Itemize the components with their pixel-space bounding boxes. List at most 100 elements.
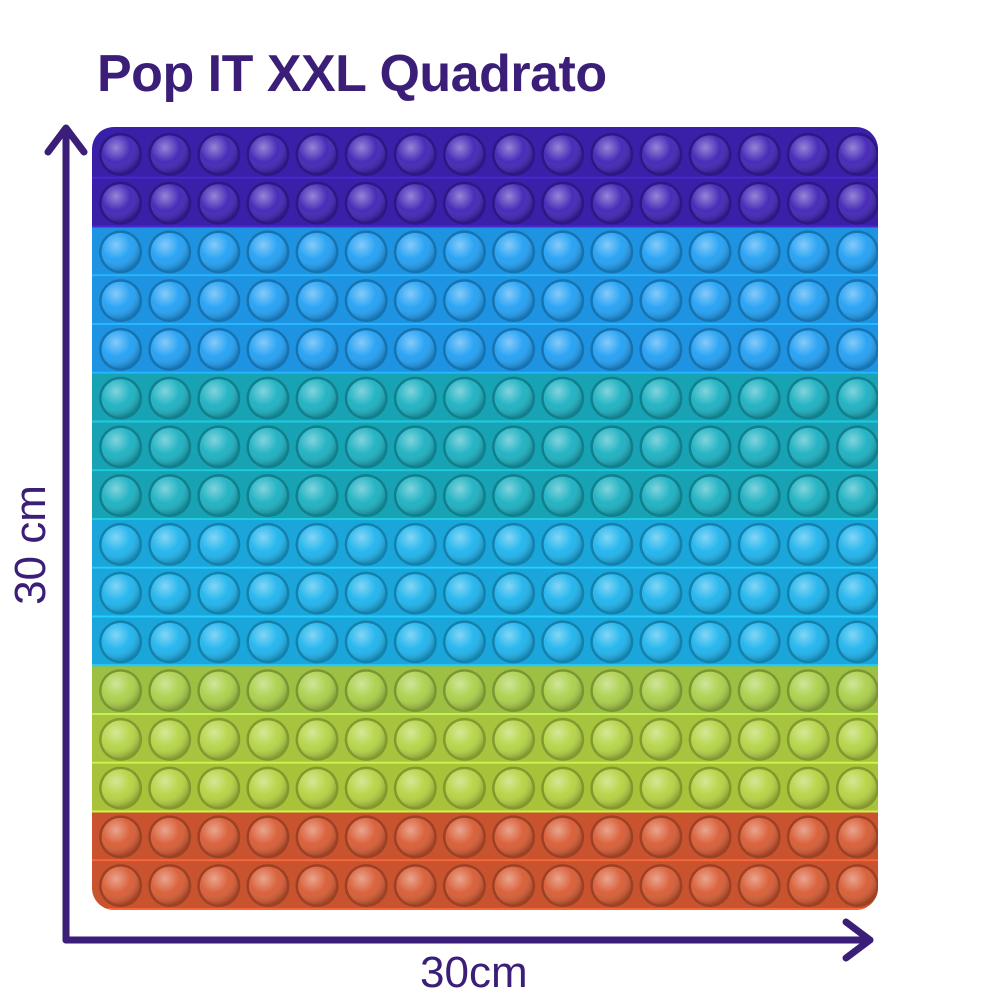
bubble-highlight [740,817,779,856]
bubble-highlight [740,866,779,905]
bubble-highlight [543,720,582,759]
bubble-highlight [248,622,287,661]
bubble-highlight [396,232,435,271]
bubble-highlight [740,769,779,808]
bubble-highlight [592,525,631,564]
bubble-highlight [150,232,189,271]
bubble-highlight [691,817,730,856]
bubble-highlight [150,525,189,564]
bubble-highlight [789,330,828,369]
bubble-highlight [543,281,582,320]
bubble-highlight [641,184,680,223]
bubble-highlight [101,476,140,515]
bubble-highlight [298,379,337,418]
bubble-highlight [838,817,877,856]
bubble-highlight [298,622,337,661]
bubble-highlight [494,184,533,223]
bubble-highlight [347,232,386,271]
bubble-highlight [347,476,386,515]
bubble-highlight [199,671,238,710]
bubble-highlight [199,622,238,661]
bubble-highlight [691,281,730,320]
bubble-highlight [543,184,582,223]
bubble-highlight [789,720,828,759]
bubble-highlight [691,866,730,905]
bubble-highlight [494,817,533,856]
bubble-highlight [396,720,435,759]
bubble-highlight [592,622,631,661]
bubble-highlight [543,671,582,710]
bubble-highlight [298,184,337,223]
bubble-highlight [150,671,189,710]
bubble-highlight [838,232,877,271]
bubble-highlight [592,232,631,271]
bubble-highlight [298,135,337,174]
bubble-highlight [199,866,238,905]
bubble-highlight [396,671,435,710]
bubble-highlight [838,720,877,759]
bubble-highlight [396,769,435,808]
bubble-highlight [248,135,287,174]
bubble-highlight [445,574,484,613]
bubble-highlight [592,574,631,613]
bubble-highlight [445,817,484,856]
bubble-highlight [298,817,337,856]
bubble-highlight [838,281,877,320]
bubble-highlight [789,622,828,661]
bubble-highlight [838,427,877,466]
bubble-highlight [101,184,140,223]
bubble-highlight [150,184,189,223]
bubble-highlight [248,574,287,613]
bubble-highlight [298,232,337,271]
bubble-highlight [396,281,435,320]
bubble-highlight [691,379,730,418]
bubble-highlight [347,427,386,466]
bubble-highlight [248,232,287,271]
bubble-highlight [641,379,680,418]
bubble-highlight [298,574,337,613]
bubble-highlight [641,622,680,661]
bubble-highlight [199,476,238,515]
bubble-highlight [199,281,238,320]
bubble-highlight [789,281,828,320]
bubble-highlight [691,671,730,710]
bubble-highlight [445,769,484,808]
bubble-highlight [641,817,680,856]
bubble-highlight [592,330,631,369]
bubble-highlight [543,525,582,564]
bubble-highlight [101,232,140,271]
bubble-highlight [347,769,386,808]
bubble-highlight [789,232,828,271]
dimension-axes [44,124,874,962]
vertical-arrow-icon [44,124,88,156]
bubble-highlight [396,184,435,223]
bubble-highlight [298,866,337,905]
bubble-highlight [494,232,533,271]
bubble-highlight [199,574,238,613]
bubble-highlight [199,232,238,271]
bubble-highlight [789,184,828,223]
bubble-highlight [199,525,238,564]
bubble-highlight [494,135,533,174]
bubble-highlight [445,232,484,271]
bubble-highlight [445,330,484,369]
bubble-highlight [740,476,779,515]
bubble-highlight [298,671,337,710]
bubble-highlight [150,622,189,661]
bubble-highlight [592,720,631,759]
bubble-highlight [691,232,730,271]
bubble-highlight [494,622,533,661]
bubble-highlight [248,671,287,710]
bubble-highlight [298,281,337,320]
bubble-highlight [789,525,828,564]
bubble-highlight [740,232,779,271]
bubble-highlight [740,574,779,613]
bubble-highlight [592,135,631,174]
bubble-highlight [494,476,533,515]
bubble-highlight [396,330,435,369]
bubble-highlight [494,525,533,564]
bubble-highlight [838,622,877,661]
bubble-highlight [101,281,140,320]
bubble-highlight [347,574,386,613]
